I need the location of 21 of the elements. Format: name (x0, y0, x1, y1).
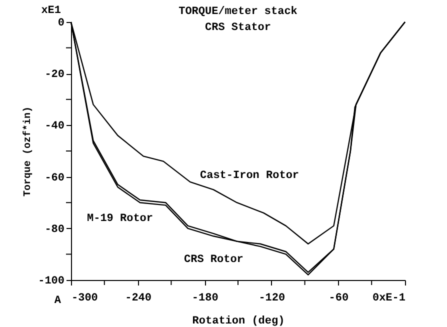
annotation: M-19 Rotor (87, 213, 154, 225)
y-tick-label: -80 (44, 224, 64, 236)
annotation: Cast-Iron Rotor (200, 170, 300, 182)
y-tick-label: -40 (44, 120, 64, 133)
x-tick-label: 0xE-1 (372, 292, 406, 304)
annotation: CRS Rotor (184, 254, 244, 266)
x-tick-label: -240 (125, 292, 152, 304)
text: A (54, 295, 62, 307)
y-axis-title: Torque (ozf*in) (22, 106, 34, 197)
y-tick-label: -20 (44, 69, 64, 82)
x-axis-title: Rotation (deg) (192, 316, 285, 327)
chart-subtitle: CRS Stator (204, 22, 272, 34)
chart-title: TORQUE/meter stack (178, 6, 298, 18)
y-tick-label: -60 (44, 172, 64, 184)
text: xE1 (41, 5, 62, 17)
x-tick-label: -180 (192, 292, 218, 304)
y-tick-label: 0 (58, 18, 64, 30)
x-tick-label: -60 (328, 292, 349, 304)
x-tick-label: -120 (258, 292, 286, 304)
x-tick-label: -300 (72, 292, 98, 304)
y-tick-label: -100 (38, 276, 64, 288)
